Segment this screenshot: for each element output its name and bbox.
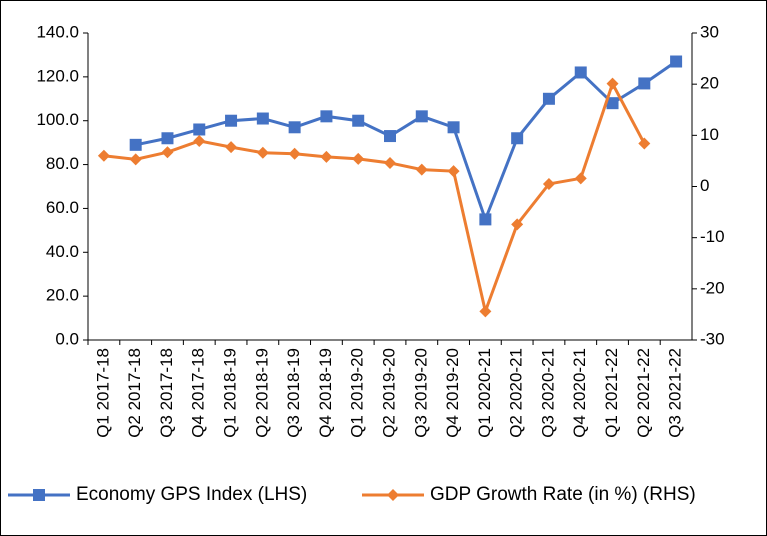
x-tick-label: Q1 2021-22: [602, 348, 621, 438]
x-tick-label: Q2 2019-20: [379, 348, 398, 438]
y2-tick-label: 10: [700, 125, 719, 144]
data-point: [511, 218, 524, 231]
data-point: [638, 77, 651, 90]
x-tick-label: Q2 2017-18: [125, 348, 144, 438]
data-point: [574, 172, 587, 185]
data-point: [161, 132, 174, 145]
legend-marker: [33, 489, 45, 501]
y-tick-label: 20.0: [46, 286, 79, 305]
data-point: [161, 146, 174, 159]
y2-tick-label: -10: [700, 227, 725, 246]
y-tick-label: 60.0: [46, 198, 79, 217]
data-point: [574, 66, 587, 79]
data-point: [606, 77, 619, 90]
data-point: [256, 112, 269, 125]
x-tick-label: Q4 2019-20: [443, 348, 462, 438]
data-point: [511, 132, 524, 145]
data-point: [352, 152, 365, 165]
data-point: [415, 163, 428, 176]
data-point: [384, 156, 396, 169]
series-line: [103, 79, 646, 317]
y2-tick-label: -20: [700, 278, 725, 297]
data-point: [129, 153, 142, 166]
x-tick-label: Q3 2021-22: [666, 348, 685, 438]
data-point: [352, 114, 365, 127]
data-point: [288, 121, 301, 134]
x-tick-label: Q3 2017-18: [157, 348, 176, 438]
data-point: [479, 213, 492, 226]
x-tick-label: Q1 2017-18: [93, 348, 112, 438]
data-point: [415, 110, 428, 123]
y2-tick-label: 0: [700, 176, 709, 195]
legend-marker: [387, 489, 399, 501]
data-point: [225, 114, 238, 127]
data-point: [542, 177, 555, 190]
x-tick-label: Q3 2019-20: [411, 348, 430, 438]
data-point: [447, 165, 460, 178]
data-point: [320, 150, 333, 163]
y-tick-label: 120.0: [36, 66, 79, 85]
x-tick-label: Q3 2020-21: [538, 348, 557, 438]
data-point: [193, 123, 206, 136]
data-point: [225, 141, 238, 154]
x-tick-label: Q1 2020-21: [475, 348, 494, 438]
data-point: [320, 110, 333, 123]
data-point: [97, 149, 110, 162]
y-tick-label: 0.0: [55, 329, 79, 348]
data-point: [638, 137, 651, 150]
x-tick-label: Q2 2020-21: [507, 348, 526, 438]
x-tick-label: Q4 2020-21: [570, 348, 589, 438]
x-tick-label: Q1 2018-19: [221, 348, 240, 438]
x-tick-label: Q4 2017-18: [189, 348, 208, 438]
y2-tick-label: -30: [700, 329, 725, 348]
data-point: [447, 121, 460, 134]
data-point: [129, 138, 142, 151]
data-point: [193, 134, 206, 147]
y-tick-label: 80.0: [46, 154, 79, 173]
data-point: [542, 92, 555, 105]
y-tick-label: 40.0: [46, 242, 79, 261]
data-point: [384, 130, 396, 143]
y-tick-label: 140.0: [36, 22, 79, 41]
y2-tick-label: 30: [700, 22, 719, 41]
y2-tick-label: 20: [700, 74, 719, 93]
x-tick-label: Q3 2018-19: [284, 348, 303, 438]
data-point: [288, 147, 301, 160]
data-point: [479, 305, 492, 318]
x-tick-label: Q2 2021-22: [634, 348, 653, 438]
data-point: [606, 97, 619, 110]
x-tick-label: Q4 2018-19: [316, 348, 335, 438]
x-tick-label: Q1 2019-20: [348, 348, 367, 438]
legend-label: Economy GPS Index (LHS): [76, 484, 307, 505]
legend-label: GDP Growth Rate (in %) (RHS): [430, 484, 696, 505]
y-tick-label: 100.0: [36, 110, 79, 129]
data-point: [670, 55, 683, 68]
data-point: [256, 146, 269, 159]
x-tick-label: Q2 2018-19: [252, 348, 271, 438]
